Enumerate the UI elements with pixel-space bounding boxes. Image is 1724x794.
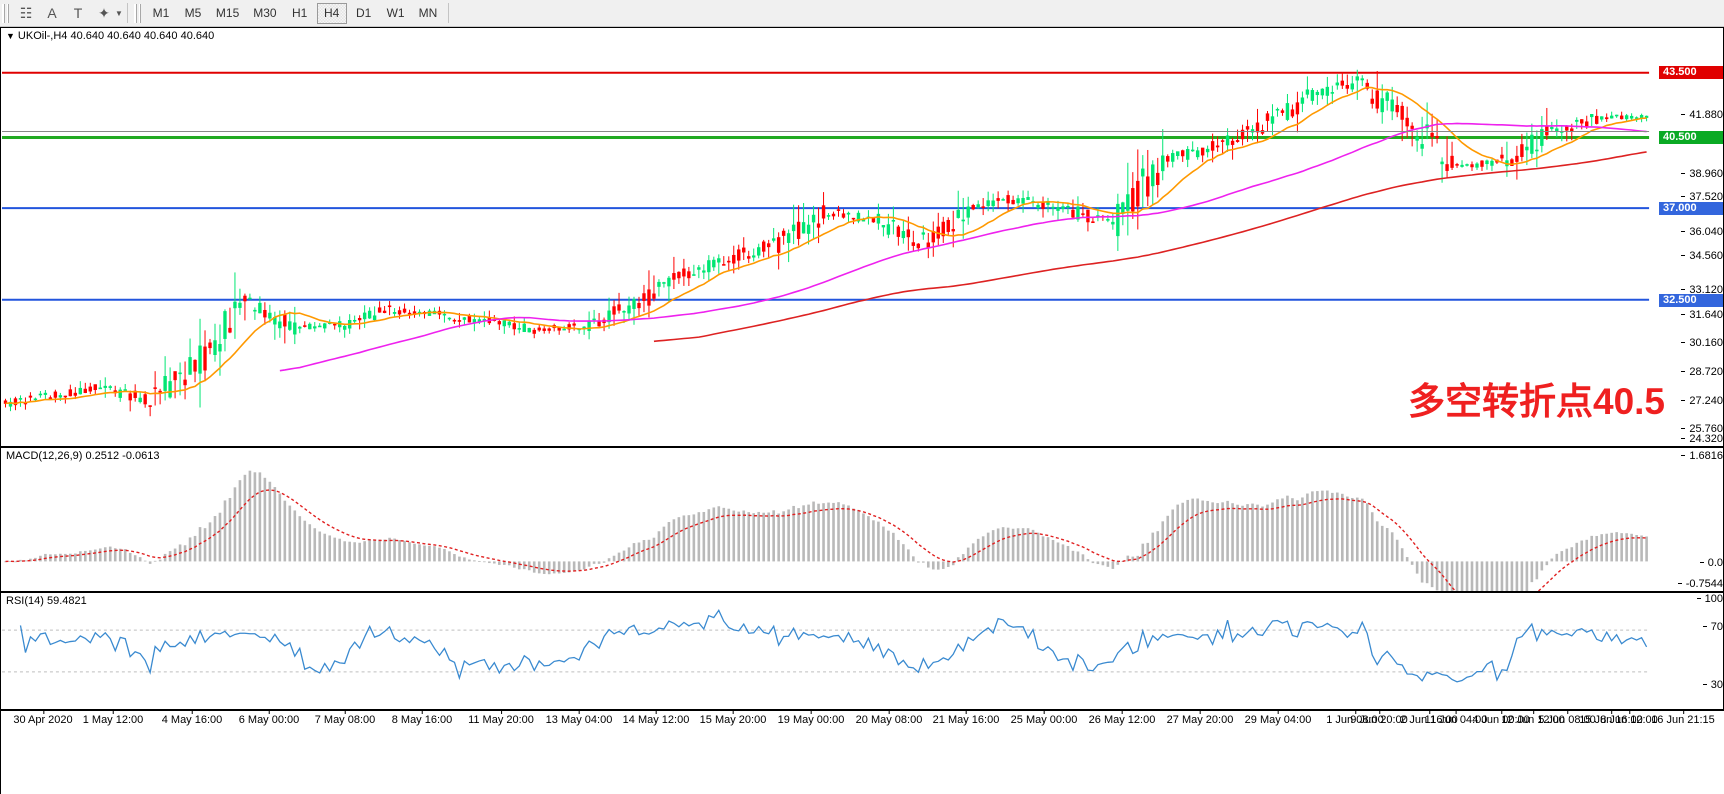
toolbar-separator-2: [448, 3, 450, 23]
rsi-tick: 30: [1702, 680, 1723, 691]
timeframe-m15[interactable]: M15: [215, 6, 240, 20]
time-label: 15 May 20:00: [699, 710, 767, 726]
price-tick: 37.520: [1681, 192, 1723, 203]
rsi-axis: 100 70 30: [1655, 593, 1723, 709]
time-label: 12 Jun 12:00: [1501, 710, 1565, 726]
time-label: 14 May 12:00: [622, 710, 690, 726]
rsi-tick: 70: [1702, 622, 1723, 633]
timeframe-m1[interactable]: M1: [152, 6, 170, 20]
time-label: 1 Jun 08:00: [1326, 710, 1384, 726]
crosshair-icon[interactable]: ☷: [19, 4, 33, 21]
ma-mid-line: [279, 122, 1647, 372]
time-label: 4 Jun 00:00: [1472, 710, 1530, 726]
price-tick: 27.240: [1681, 396, 1723, 407]
price-tick: 31.640: [1681, 310, 1723, 321]
objects-icon[interactable]: ✦: [98, 4, 110, 21]
time-label: 15 Jun 16:00: [1579, 710, 1643, 726]
time-label: 1 May 12:00: [82, 710, 144, 726]
ma-fast-line: [5, 86, 1647, 405]
time-label: 2 Jun 16:00: [1400, 710, 1458, 726]
price-tick: 25.760: [1681, 424, 1723, 435]
candlestick-series: [3, 69, 1649, 417]
price-tick: 38.960: [1681, 169, 1723, 180]
rsi-plot: [1, 608, 1650, 683]
time-label: 4 May 16:00: [161, 710, 223, 726]
drawing-tools-group: ☷ A T ✦: [13, 2, 117, 25]
time-label: 19 May 00:00: [777, 710, 845, 726]
timeframe-w1[interactable]: W1: [386, 6, 405, 20]
macd-tick: -0.7544: [1677, 579, 1723, 590]
timeframe-h4[interactable]: H4: [316, 2, 347, 24]
chart-area[interactable]: ▼ UKOil-,H4 40.640 40.640 40.640 40.640 4…: [0, 27, 1724, 794]
rsi-line: [19, 608, 1648, 683]
price-level-label[interactable]: 40.500: [1659, 131, 1723, 144]
time-label: 20 May 08:00: [855, 710, 923, 726]
text-tool-icon[interactable]: A: [47, 5, 57, 21]
timeframe-h1[interactable]: H1: [291, 6, 308, 20]
price-level-label[interactable]: 43.500: [1659, 66, 1723, 79]
macd-panel[interactable]: MACD(12,26,9) 0.2512 -0.0613 1.6816 0.0 -0…: [0, 447, 1724, 592]
macd-tick: 0.0: [1699, 558, 1723, 569]
time-label: 26 May 12:00: [1088, 710, 1156, 726]
time-label: 7 May 08:00: [314, 710, 376, 726]
toolbar-grip[interactable]: [2, 3, 10, 23]
macd-tick: 1.6816: [1681, 451, 1723, 462]
time-label: 13 May 04:00: [545, 710, 613, 726]
macd-plot: [4, 470, 1648, 591]
time-label: 8 May 16:00: [391, 710, 453, 726]
time-label: 30 Apr 2020: [13, 710, 73, 726]
price-panel[interactable]: ▼ UKOil-,H4 40.640 40.640 40.640 40.640 4…: [0, 27, 1724, 447]
timeframe-mn[interactable]: MN: [418, 6, 438, 20]
time-label: 29 May 04:00: [1244, 710, 1312, 726]
price-tick: 34.560: [1681, 251, 1723, 262]
macd-axis: 1.6816 0.0 -0.7544: [1655, 448, 1723, 591]
objects-dropdown-caret[interactable]: ▼: [115, 8, 123, 18]
price-tick: 24.320: [1681, 434, 1723, 445]
price-tick: 28.720: [1681, 367, 1723, 378]
collapse-icon[interactable]: ▼: [6, 31, 15, 41]
time-label: 21 May 16:00: [932, 710, 1000, 726]
macd-histogram: [4, 470, 1648, 591]
price-tick: 33.120: [1681, 285, 1723, 296]
price-tick: 30.160: [1681, 338, 1723, 349]
text-label-tool-icon[interactable]: T: [73, 5, 83, 21]
price-axis[interactable]: 43.500 41.880 40.500 38.960 37.52037.000 36.0…: [1655, 28, 1723, 446]
toolbar-separator: [126, 3, 128, 23]
symbol-ohlc-text: UKOil-,H4 40.640 40.640 40.640 40.640: [17, 30, 215, 42]
time-label: 27 May 20:00: [1166, 710, 1234, 726]
price-tick: 41.880: [1681, 110, 1723, 121]
chart-annotation-text[interactable]: 多空转折点40.5: [1408, 381, 1666, 422]
time-label: 8 Jun 12:00: [1600, 710, 1658, 726]
time-axis[interactable]: 30 Apr 2020 1 May 12:00 4 May 16:00 6 May 0…: [0, 710, 1724, 794]
price-level-label[interactable]: 37.000: [1659, 202, 1723, 215]
macd-signal-line: [5, 489, 1647, 591]
timeframe-group: M1 M5 M15 M30 H1 H4 D1 W1 MN: [145, 2, 444, 24]
rsi-panel-label: RSI(14) 59.4821: [6, 595, 90, 607]
price-plot: [1, 69, 1650, 417]
rsi-panel[interactable]: RSI(14) 59.4821 100 70 30: [0, 592, 1724, 710]
timeframe-m5[interactable]: M5: [184, 6, 202, 20]
price-level-label[interactable]: 32.500: [1659, 294, 1723, 307]
timeframe-m30[interactable]: M30: [253, 6, 277, 20]
main-toolbar: ☷ A T ✦ ▼ M1 M5 M15 M30 H1 H4 D1 W1 MN: [0, 0, 1724, 27]
timeframe-grip[interactable]: [133, 3, 142, 23]
time-label: 25 May 00:00: [1010, 710, 1078, 726]
ma-slow-line: [653, 151, 1647, 343]
macd-panel-label: MACD(12,26,9) 0.2512 -0.0613: [6, 450, 163, 462]
time-label: 16 Jun 21:15: [1651, 710, 1715, 726]
rsi-tick: 100: [1696, 594, 1723, 605]
timeframe-d1[interactable]: D1: [355, 6, 372, 20]
time-label: 9 Jun 20:00: [1350, 710, 1408, 726]
time-label: 11 May 20:00: [468, 710, 534, 726]
time-label: 11 Jun 04:00: [1424, 710, 1488, 726]
time-label: 5 Jun 08:00: [1538, 710, 1596, 726]
price-panel-label: ▼ UKOil-,H4 40.640 40.640 40.640 40.640: [6, 30, 218, 42]
price-tick: 36.040: [1681, 227, 1723, 238]
time-label: 6 May 00:00: [238, 710, 300, 726]
